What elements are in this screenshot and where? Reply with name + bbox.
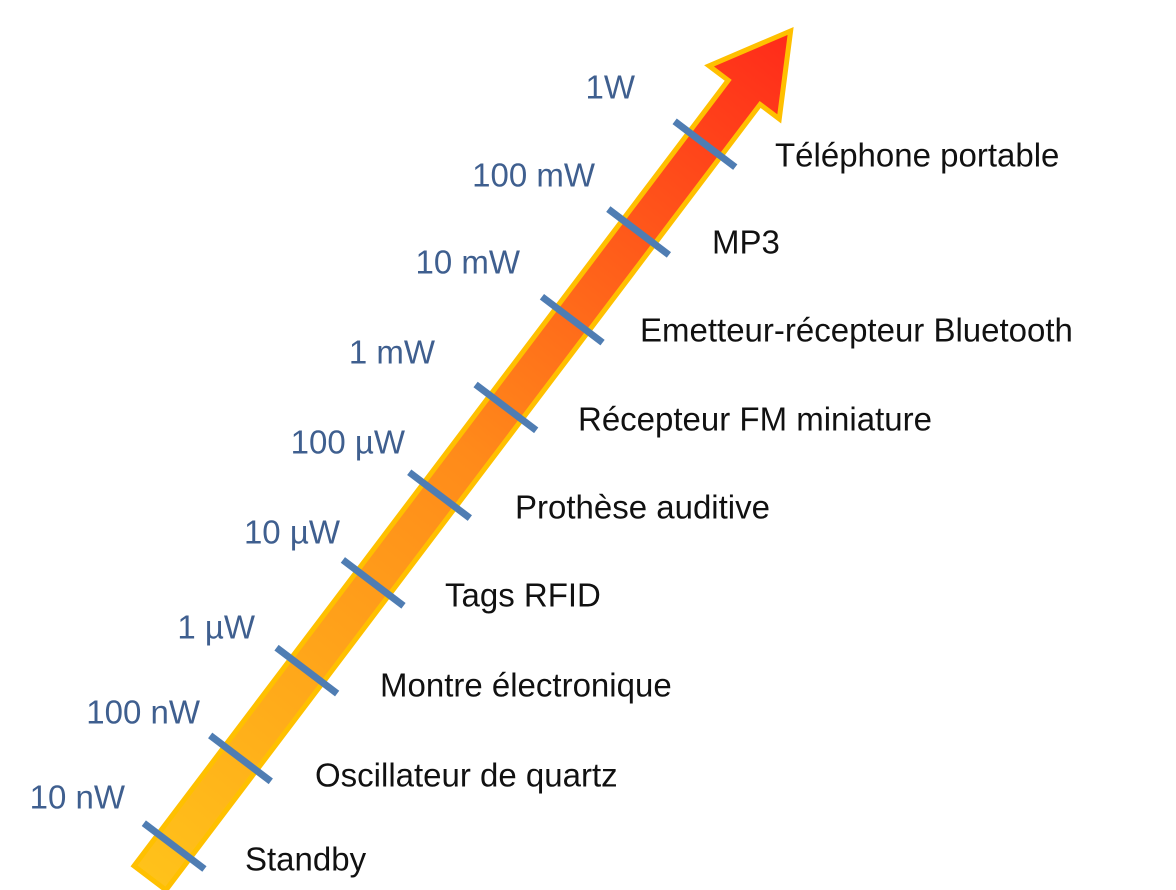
tick bbox=[141, 820, 207, 872]
power-label: 100 mW bbox=[472, 157, 596, 194]
device-label: Standby bbox=[245, 841, 367, 878]
device-label: Montre électronique bbox=[380, 667, 672, 704]
power-label: 1 mW bbox=[349, 334, 436, 371]
device-label: Téléphone portable bbox=[775, 137, 1059, 174]
device-label: MP3 bbox=[712, 224, 780, 261]
power-label: 10 nW bbox=[30, 779, 126, 816]
tick bbox=[208, 732, 273, 785]
arrow bbox=[130, 26, 794, 890]
arrow-shape bbox=[130, 26, 794, 890]
tick bbox=[340, 557, 406, 609]
power-label: 100 nW bbox=[86, 694, 201, 731]
tick bbox=[274, 644, 340, 697]
power-label: 10 mW bbox=[415, 244, 520, 281]
device-label: Tags RFID bbox=[445, 577, 601, 614]
power-label: 10 µW bbox=[244, 514, 341, 551]
power-label: 100 µW bbox=[291, 424, 406, 461]
tick bbox=[672, 118, 738, 170]
device-label: Oscillateur de quartz bbox=[315, 757, 618, 794]
tick bbox=[539, 293, 605, 346]
device-label: Récepteur FM miniature bbox=[578, 401, 932, 438]
power-label: 1 µW bbox=[177, 609, 256, 646]
device-label: Emetteur-récepteur Bluetooth bbox=[640, 312, 1073, 349]
device-label: Prothèse auditive bbox=[515, 489, 770, 526]
tick bbox=[407, 469, 472, 521]
power-label: 1W bbox=[586, 69, 636, 106]
tick bbox=[606, 206, 672, 258]
tick bbox=[473, 381, 539, 434]
